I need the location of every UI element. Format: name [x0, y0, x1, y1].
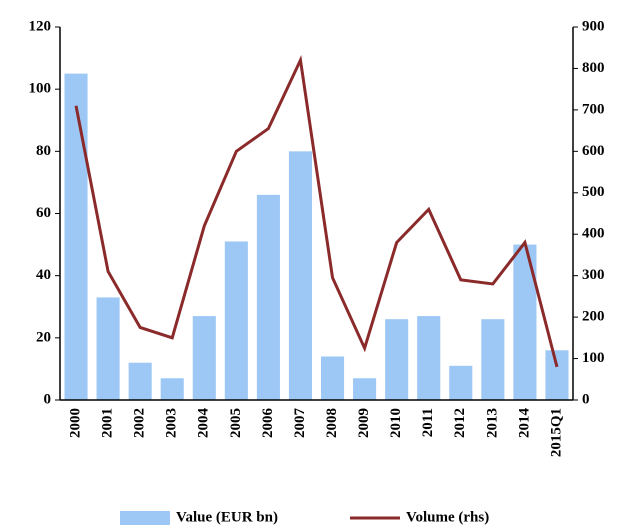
y2-tick-label: 500 [582, 184, 605, 200]
bar [256, 194, 280, 400]
bar [481, 319, 505, 400]
y-tick-label: 120 [29, 18, 52, 34]
bar [449, 365, 473, 400]
y-tick-label: 40 [36, 267, 51, 283]
y2-tick-label: 700 [582, 101, 605, 117]
bar [320, 356, 345, 400]
y-tick-label: 100 [29, 81, 52, 97]
legend-label: Value (EUR bn) [176, 509, 278, 525]
x-tick-label: 2012 [452, 408, 468, 438]
bar [224, 241, 248, 400]
x-tick-label: 2001 [100, 408, 116, 438]
bar [513, 244, 537, 400]
x-tick-label: 2014 [516, 408, 532, 439]
bar [96, 297, 120, 400]
x-tick-label: 2005 [228, 408, 244, 438]
bar [160, 378, 184, 400]
x-tick-label: 2004 [196, 408, 212, 439]
bar [192, 316, 216, 400]
legend-label: Volume (rhs) [406, 509, 489, 525]
y2-tick-label: 0 [582, 391, 590, 407]
x-tick-label: 2008 [324, 408, 340, 438]
line [74, 55, 559, 368]
legend-swatch [120, 511, 170, 525]
y2-tick-label: 400 [582, 226, 605, 242]
y2-tick-label: 300 [582, 267, 605, 283]
bar [128, 362, 152, 400]
bar [385, 319, 409, 400]
y2-tick-label: 600 [582, 143, 605, 159]
y-tick-label: 60 [36, 205, 51, 221]
y-tick-label: 20 [36, 329, 51, 345]
x-tick-label: 2015Q1 [548, 408, 564, 457]
y2-tick-label: 100 [582, 350, 605, 366]
y2-tick-label: 900 [582, 18, 605, 34]
x-tick-label: 2010 [388, 408, 404, 438]
bar [545, 350, 569, 400]
x-tick-label: 2009 [356, 408, 372, 438]
bar [417, 316, 441, 400]
x-tick-label: 2003 [164, 408, 180, 438]
x-tick-label: 2011 [420, 408, 436, 437]
y2-tick-label: 800 [582, 60, 605, 76]
x-tick-label: 2013 [484, 408, 500, 438]
x-tick-label: 2006 [260, 408, 276, 439]
x-tick-label: 2007 [292, 408, 308, 439]
y-tick-label: 0 [44, 391, 52, 407]
bar [64, 73, 88, 400]
y2-tick-label: 200 [582, 309, 605, 325]
bar [353, 378, 377, 400]
x-tick-label: 2000 [67, 408, 83, 438]
bar [288, 151, 313, 400]
y-tick-label: 80 [36, 143, 51, 159]
x-tick-label: 2002 [132, 408, 148, 438]
